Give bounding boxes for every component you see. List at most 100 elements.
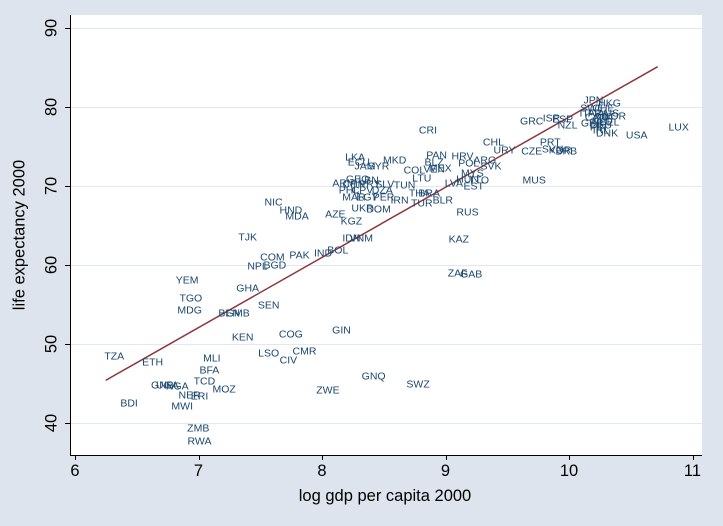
- point-label-fra: FRA: [587, 107, 609, 120]
- point-label-fin: FIN: [589, 121, 607, 134]
- point-label-ben: BEN: [218, 307, 240, 320]
- point-label-zmb: ZMB: [187, 422, 210, 435]
- point-label-blz: BLZ: [424, 156, 444, 169]
- point-label-svk: SVK: [480, 160, 502, 173]
- point-label-gnq: GNQ: [361, 370, 386, 383]
- x-tick-label-7: 7: [193, 462, 204, 480]
- point-label-gab: GAB: [460, 268, 483, 281]
- point-label-prt: PRT: [539, 136, 561, 149]
- point-label-npl: NPL: [247, 260, 268, 273]
- point-label-ury: URY: [493, 144, 516, 157]
- point-label-com: COM: [260, 251, 285, 264]
- point-label-svn: SVN: [541, 143, 564, 156]
- point-label-kgz: KGZ: [340, 215, 363, 228]
- point-label-hun: HUN: [456, 173, 479, 186]
- y-tick-70: [65, 186, 70, 188]
- x-tick-label-10: 10: [559, 462, 579, 480]
- point-label-ita: ITA: [579, 107, 596, 120]
- point-label-tur: TUR: [411, 197, 433, 210]
- point-label-swz: SWZ: [406, 378, 430, 391]
- point-label-mda: MDA: [285, 210, 309, 223]
- point-label-mex: MEX: [428, 162, 452, 175]
- y-tick-60: [65, 265, 70, 267]
- point-label-uga: UGA: [155, 379, 179, 392]
- point-label-ken: KEN: [231, 331, 254, 344]
- point-label-mwi: MWI: [171, 400, 193, 413]
- y-tick-label-80: 80: [42, 97, 61, 117]
- point-label-mar: MAR: [342, 191, 366, 204]
- point-label-can: CAN: [584, 111, 608, 124]
- x-tick-6: [75, 455, 77, 460]
- plot-area: TZA ETH BDI GNB UGA NGA MWI ZMB RWA NER ERI TCD BFA M…: [70, 15, 702, 456]
- gridline-y-60: [71, 265, 702, 266]
- point-label-tto: TTO: [468, 174, 490, 187]
- point-label-aus: AUS: [597, 107, 620, 120]
- point-label-bgd: BGD: [263, 259, 287, 272]
- y-tick-label-70: 70: [42, 176, 61, 196]
- y-tick-label-50: 50: [42, 334, 61, 354]
- point-label-esp: ESP: [552, 113, 574, 126]
- point-label-ind: IND: [313, 247, 333, 260]
- point-label-col: COL: [403, 164, 426, 177]
- point-label-pan: PAN: [426, 149, 448, 162]
- point-label-arm: ARM: [332, 177, 356, 190]
- point-label-bel: BEL: [599, 116, 620, 129]
- point-label-slv: SLV: [375, 178, 395, 191]
- point-label-bra: BRA: [418, 187, 440, 200]
- y-tick-40: [65, 423, 70, 425]
- point-label-nic: NIC: [264, 196, 283, 209]
- point-label-hnd: HND: [279, 204, 303, 217]
- point-label-isr: ISR: [542, 112, 561, 125]
- point-label-moz: MOZ: [212, 383, 236, 396]
- point-label-dnk: DNK: [595, 127, 619, 140]
- x-tick-11: [692, 455, 694, 460]
- point-label-pry: PRY: [359, 178, 381, 191]
- point-label-mdg: MDG: [177, 304, 202, 317]
- gridline-y-50: [71, 344, 702, 345]
- point-label-che: CHE: [592, 102, 615, 115]
- point-label-rwa: RWA: [187, 435, 212, 448]
- point-label-mys: MYS: [461, 167, 484, 180]
- point-label-eth: ETH: [142, 356, 164, 369]
- point-label-cpv: CPV: [351, 184, 374, 197]
- point-label-lka: LKA: [345, 151, 366, 164]
- gridline-y-40: [71, 423, 702, 424]
- x-tick-8: [322, 455, 324, 460]
- point-label-grc: GRC: [520, 115, 544, 128]
- point-label-kor: KOR: [548, 144, 572, 157]
- point-label-lbn: LBN: [358, 174, 379, 187]
- gridline-y-90: [71, 28, 702, 29]
- point-label-brb: BRB: [555, 145, 578, 158]
- point-label-dom: DOM: [366, 203, 391, 216]
- x-tick-label-11: 11: [683, 462, 702, 480]
- point-label-tha: THA: [408, 187, 430, 200]
- fit-line: [105, 66, 659, 381]
- point-label-chl: CHL: [482, 136, 504, 149]
- point-label-aze: AZE: [325, 208, 346, 221]
- point-label-jpn: JPN: [583, 94, 604, 107]
- point-label-usa: USA: [625, 129, 648, 142]
- point-label-lux: LUX: [668, 121, 689, 134]
- point-label-hkg: HKG: [598, 97, 621, 110]
- point-label-pol: POL: [458, 157, 480, 170]
- point-label-nzl: NZL: [557, 119, 578, 132]
- x-tick-label-6: 6: [70, 462, 80, 480]
- point-label-per: PER: [372, 191, 395, 204]
- point-label-cze: CZE: [521, 145, 543, 158]
- point-label-arg: ARG: [473, 154, 497, 167]
- point-label-gin: GIN: [332, 324, 351, 337]
- point-label-tza: TZA: [104, 350, 125, 363]
- point-label-nga: NGA: [165, 380, 189, 393]
- point-label-blr: BLR: [432, 194, 453, 207]
- x-tick-9: [445, 455, 447, 460]
- point-label-chn: CHN: [342, 178, 366, 191]
- point-label-cog: COG: [278, 328, 303, 341]
- point-label-swe: SWE: [580, 102, 605, 115]
- point-label-irn: IRN: [390, 194, 409, 207]
- point-label-geo: GEO: [345, 173, 370, 186]
- y-tick-90: [65, 28, 70, 30]
- y-tick-label-40: 40: [42, 413, 61, 433]
- point-label-gbr: GBR: [580, 117, 604, 130]
- point-label-ltu: LTU: [412, 172, 432, 185]
- point-label-hrv: HRV: [451, 150, 474, 163]
